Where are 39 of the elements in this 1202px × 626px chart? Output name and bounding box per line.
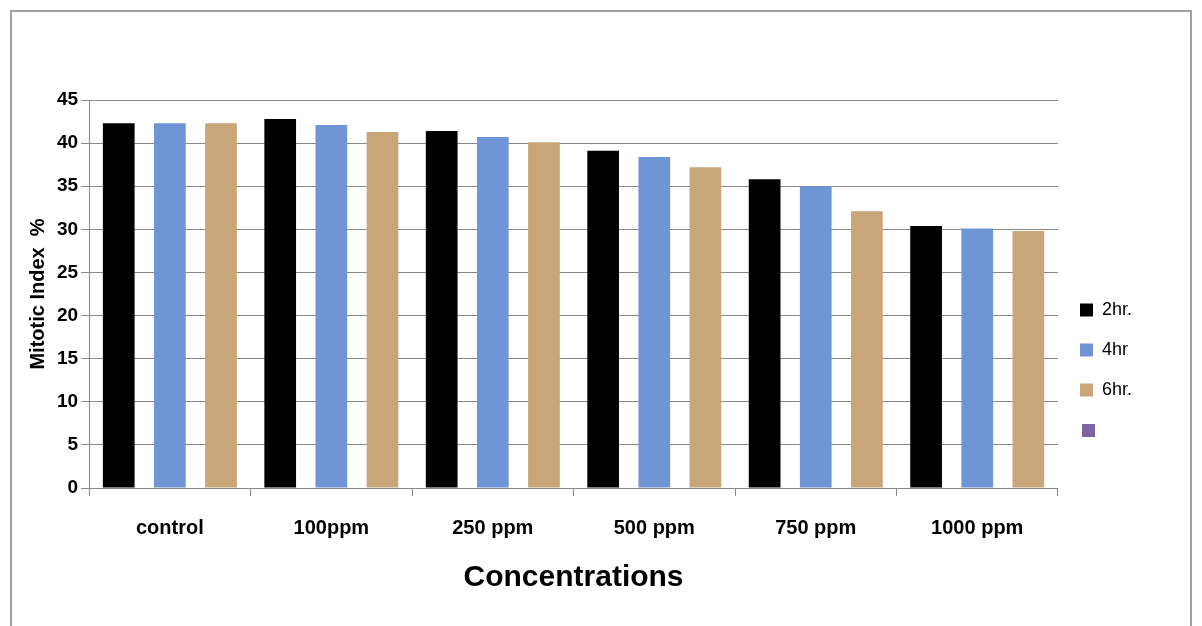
legend-label: 6hr. (1101, 378, 1133, 399)
y-tick-label: 40 (56, 131, 79, 153)
x-tick-label: 100ppm (293, 515, 370, 538)
bar (689, 167, 722, 488)
bar (851, 211, 883, 488)
bar (910, 225, 942, 488)
y-tick-label: 10 (56, 390, 79, 412)
bar (528, 142, 560, 488)
y-tick-label: 30 (56, 217, 79, 239)
x-tick-label: control (135, 515, 204, 538)
bar (102, 123, 135, 488)
y-axis-title: Mitotic Index % (25, 218, 48, 370)
bar (748, 179, 781, 488)
bar (638, 156, 671, 488)
x-tick-label: 500 ppm (613, 515, 695, 538)
x-tick-label: 250 ppm (452, 515, 534, 538)
y-tick-label: 35 (56, 174, 79, 196)
y-tick-label: 5 (67, 433, 79, 455)
bar (366, 131, 399, 488)
bar (961, 228, 994, 488)
legend-label: 4hr (1101, 338, 1128, 359)
bar (1012, 231, 1045, 488)
bar (315, 125, 348, 488)
y-tick-label: 15 (56, 346, 79, 368)
bar (425, 131, 458, 488)
bar (154, 123, 186, 488)
legend-label: 2hr. (1101, 298, 1133, 319)
bar (587, 150, 620, 488)
x-tick-label: 750 ppm (775, 515, 857, 538)
y-tick-label: 20 (56, 303, 79, 325)
y-tick-label: 0 (67, 476, 79, 498)
bar (264, 118, 297, 488)
y-tick-label: 45 (56, 88, 79, 110)
bar (205, 123, 237, 488)
y-tick-label: 25 (56, 260, 79, 282)
bar (799, 186, 832, 488)
x-tick-label: 1000 ppm (931, 515, 1024, 538)
bar (476, 137, 509, 488)
x-axis-title: Concentrations (463, 559, 684, 593)
